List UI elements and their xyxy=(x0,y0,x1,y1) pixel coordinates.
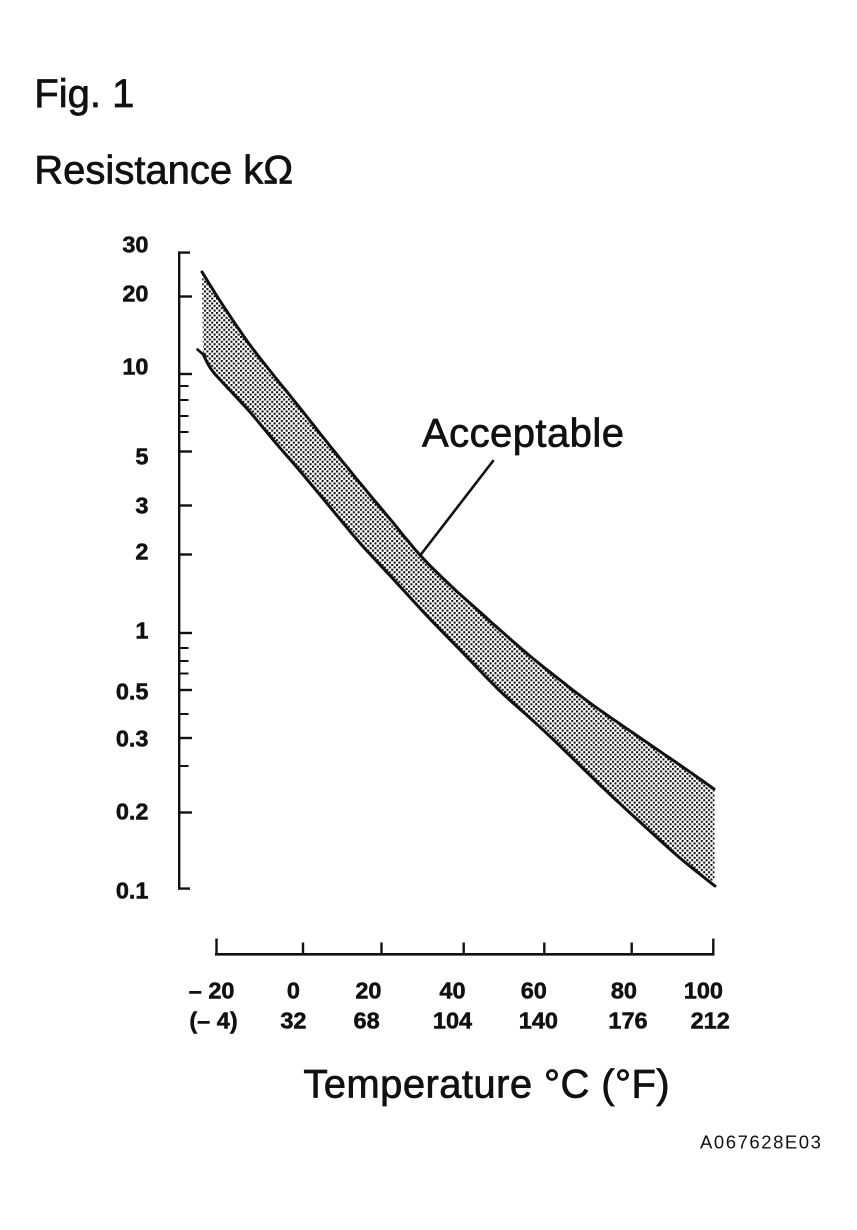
svg-text:20: 20 xyxy=(355,978,381,1004)
svg-text:0.2: 0.2 xyxy=(116,798,149,824)
svg-text:140: 140 xyxy=(519,1008,558,1034)
svg-text:104: 104 xyxy=(433,1008,472,1034)
svg-text:30: 30 xyxy=(122,231,148,257)
svg-text:Acceptable: Acceptable xyxy=(422,411,624,455)
svg-text:60: 60 xyxy=(521,978,547,1004)
svg-text:0.1: 0.1 xyxy=(116,877,149,903)
svg-text:Temperature °C (°F): Temperature °C (°F) xyxy=(303,1062,670,1106)
svg-text:68: 68 xyxy=(354,1008,380,1034)
svg-text:Fig. 1: Fig. 1 xyxy=(34,72,134,116)
svg-text:3: 3 xyxy=(135,492,148,518)
svg-text:80: 80 xyxy=(611,978,637,1004)
svg-text:176: 176 xyxy=(608,1008,647,1034)
svg-text:10: 10 xyxy=(122,353,148,379)
svg-text:A067628E03: A067628E03 xyxy=(700,1132,823,1153)
svg-text:0.5: 0.5 xyxy=(116,678,149,704)
svg-text:– 20: – 20 xyxy=(189,978,235,1004)
svg-text:212: 212 xyxy=(691,1008,730,1034)
svg-text:100: 100 xyxy=(684,978,723,1004)
svg-text:0: 0 xyxy=(287,978,300,1004)
svg-text:(– 4): (– 4) xyxy=(189,1008,237,1034)
svg-text:1: 1 xyxy=(135,617,148,643)
svg-text:5: 5 xyxy=(135,443,148,469)
svg-text:2: 2 xyxy=(135,538,148,564)
svg-text:40: 40 xyxy=(439,978,465,1004)
svg-text:20: 20 xyxy=(122,280,148,306)
svg-text:Resistance kΩ: Resistance kΩ xyxy=(34,148,293,192)
svg-text:0.3: 0.3 xyxy=(116,725,149,751)
svg-text:32: 32 xyxy=(280,1008,306,1034)
